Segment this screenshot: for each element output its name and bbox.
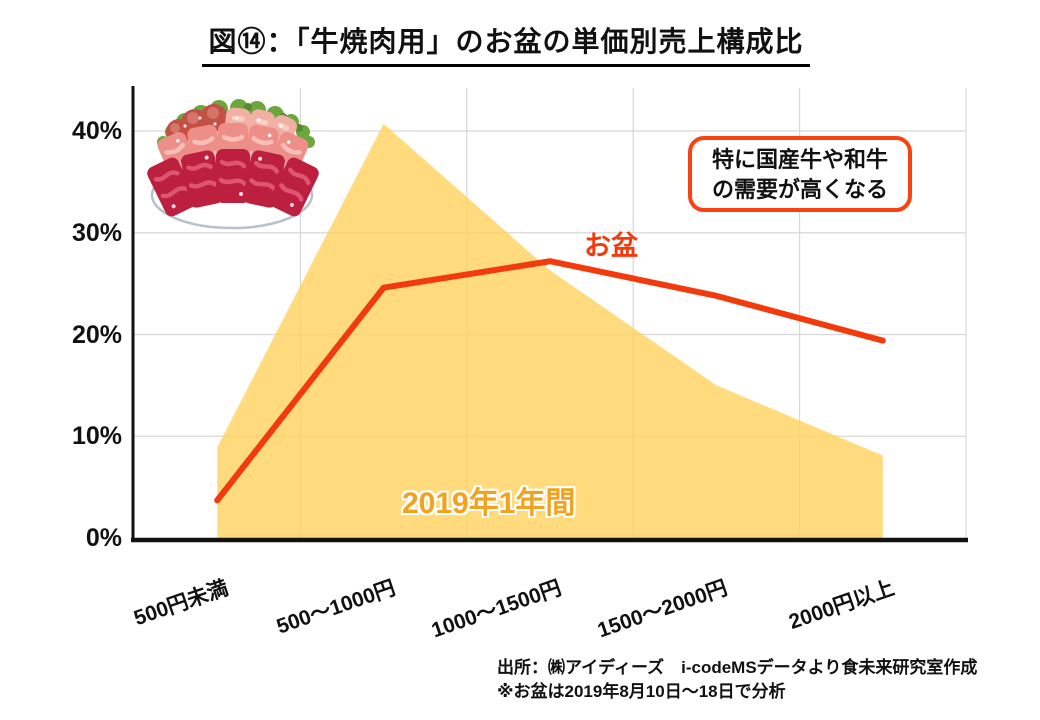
annotation-line-1: 特に国産牛や和牛: [711, 147, 888, 172]
y-axis-tick-label: 20%: [71, 320, 122, 349]
source-note-line-1: 出所：㈱アイディーズ i-codeMSデータより食未来研究室作成: [497, 658, 978, 677]
y-axis-tick-label: 10%: [71, 422, 122, 451]
area-series-2019: [217, 123, 883, 538]
line-series-obon: [214, 258, 886, 504]
annotation-line-2: の需要が高くなる: [711, 177, 888, 202]
series-label-obon: お盆: [584, 231, 638, 261]
annotation-callout: 特に国産牛や和牛 の需要が高くなる: [688, 136, 912, 212]
chart-title: 図⑭：「牛焼肉用」のお盆の単価別売上構成比: [126, 20, 886, 67]
meat-front-row-icon: [147, 149, 319, 217]
series-label-2019: 2019年1年間: [402, 487, 576, 520]
source-note-line-2: ※お盆は2019年8月10日～18日で分析: [497, 682, 786, 701]
y-axis-tick-label: 30%: [71, 218, 122, 247]
chart-title-text: 図⑭：「牛焼肉用」のお盆の単価別売上構成比: [202, 20, 810, 67]
yakiniku-plate-icon: [147, 99, 319, 230]
source-note: 出所：㈱アイディーズ i-codeMSデータより食未来研究室作成 ※お盆は201…: [497, 656, 977, 704]
y-axis-tick-label: 40%: [71, 117, 122, 145]
y-axis-tick-label: 0%: [85, 524, 122, 552]
